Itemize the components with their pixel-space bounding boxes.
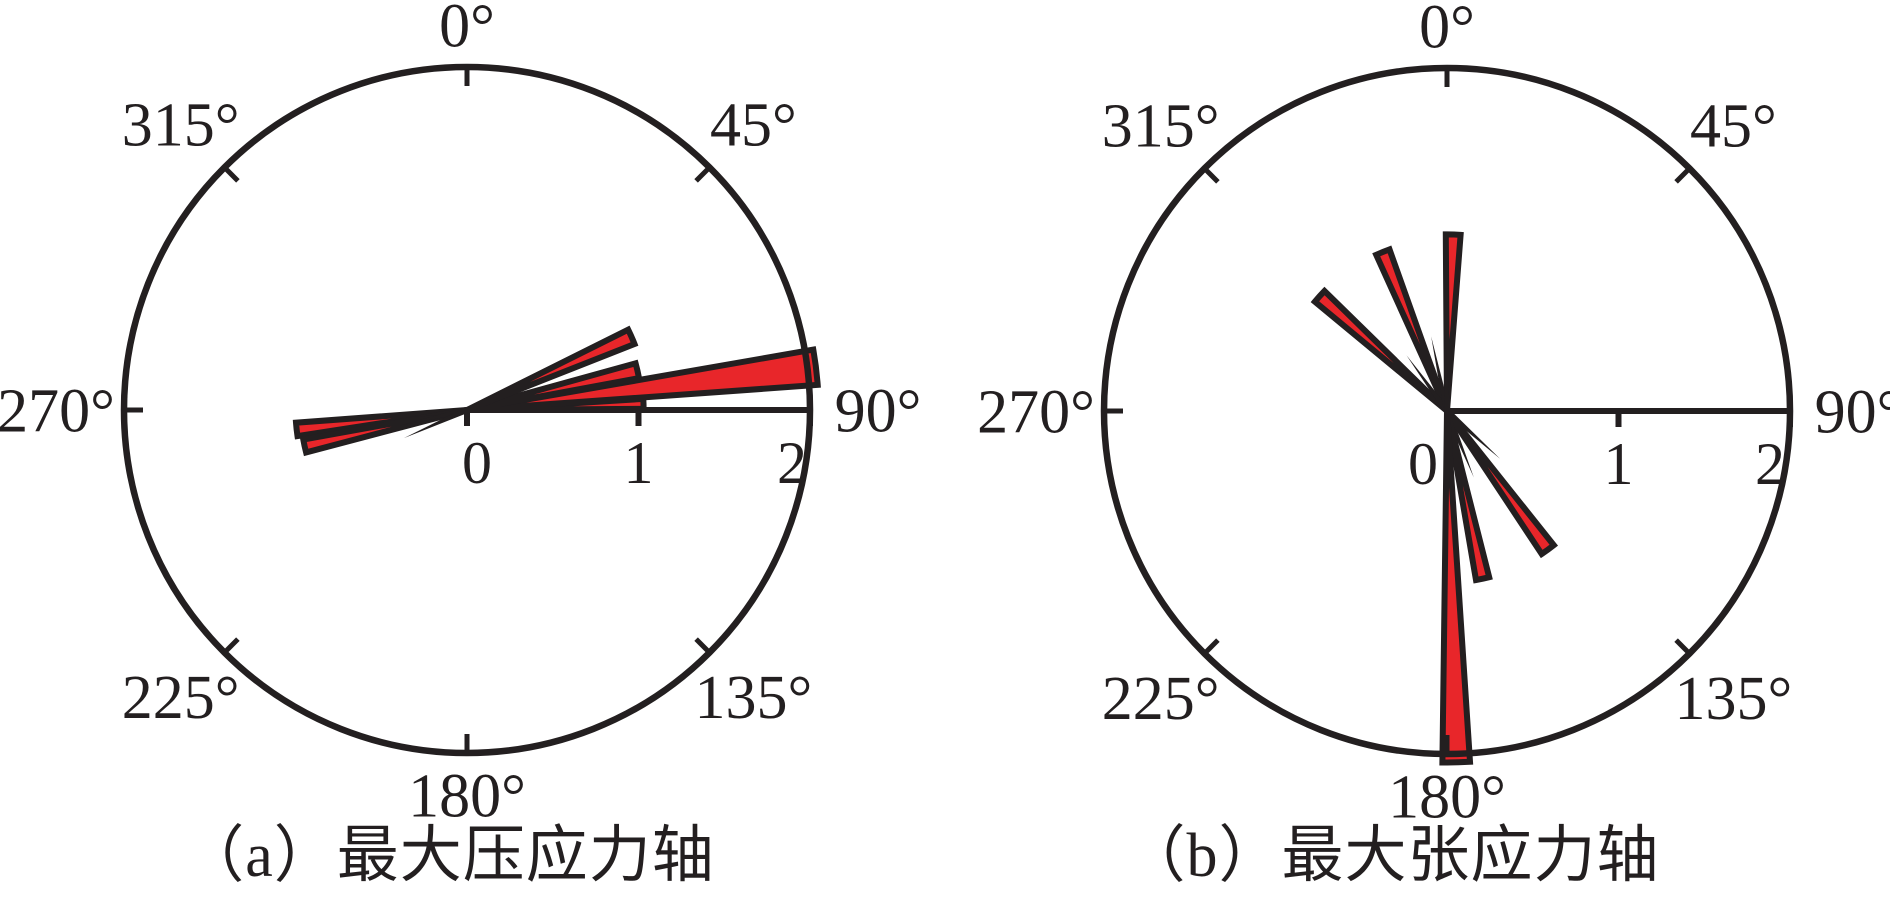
angle-label: 135° [1675,665,1793,733]
radial-axis-label: 0 [1408,431,1438,497]
angle-tick [1203,167,1220,184]
polar-grid-circle [1100,64,1794,758]
angle-label: 270° [0,378,115,446]
angle-label: 270° [977,379,1095,447]
angle-label: 90° [1815,379,1890,447]
angle-tick [223,637,240,654]
petal-wedge [399,359,643,426]
petal-wedge [1310,286,1501,459]
angle-label: 135° [695,664,813,732]
radial-axis-label: 1 [624,430,654,496]
angle-label: 0° [1419,0,1475,62]
petal-wedge [403,325,639,439]
petal-wedge [1431,336,1493,584]
angle-label: 90° [835,378,922,446]
angle-tick [1674,167,1691,184]
angle-tick [223,166,240,183]
caption-chart-b: （b）最大张应力轴 [1123,822,1660,890]
angle-tick [694,637,711,654]
polar-grid-circle [120,63,814,757]
petal-wedge [1439,334,1474,766]
angle-tick [694,166,711,183]
petal-wedge [1372,245,1474,478]
petal-wedge [1406,355,1559,559]
angle-label: 45° [710,91,797,159]
angle-label: 315° [1102,92,1220,160]
angle-label: 45° [1690,92,1777,160]
radial-axis-label: 0 [462,430,492,496]
angle-tick [1674,638,1691,655]
angle-label: 225° [122,664,240,732]
angle-label: 225° [1102,665,1220,733]
rose-chart-a: 0 1 20°45°90°135°180°225°270°315° [0,0,921,831]
rose-chart-b: 0 1 20°45°90°135°180°225°270°315° [977,0,1890,832]
angle-label: 180° [1388,764,1506,832]
angle-tick [1203,638,1220,655]
angle-label: 0° [439,0,495,61]
caption-chart-a: （a）最大压应力轴 [182,822,715,890]
radial-axis-label: 1 [1604,431,1634,497]
angle-label: 180° [408,763,526,831]
petal-wedge [1442,231,1464,483]
angle-label: 315° [122,91,240,159]
